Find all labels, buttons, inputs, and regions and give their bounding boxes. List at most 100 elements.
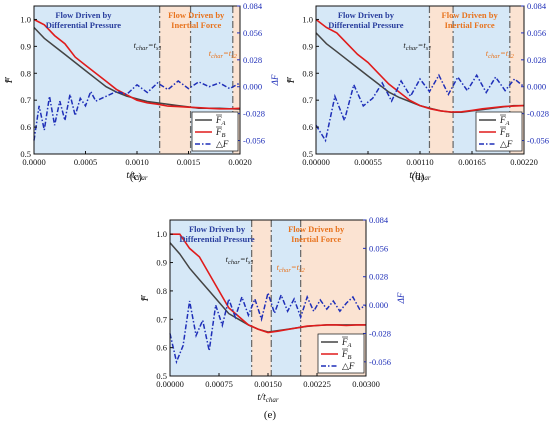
x-tick-label: 0.00110 — [406, 157, 433, 167]
x-tick-label: 0.0015 — [177, 157, 200, 167]
x-tick-label: 0.00225 — [303, 379, 331, 389]
x-tick-label: 0.0020 — [228, 157, 251, 167]
region-label-right-1: Flow Driven by — [288, 224, 345, 234]
y2-tick-label: -0.028 — [527, 109, 549, 119]
y2-axis-label: ΔF — [270, 74, 280, 86]
x-tick-label: 0.0010 — [125, 157, 148, 167]
y-tick-label: 0.8 — [302, 68, 313, 78]
y2-tick-label: -0.028 — [243, 109, 265, 119]
y-axis-label: F — [140, 294, 151, 302]
y-tick-label: 0.8 — [156, 286, 167, 296]
y-axis-label: F — [286, 76, 297, 84]
region-label-left-1: Flow Driven by — [338, 10, 395, 20]
y2-tick-label: 0.028 — [243, 55, 262, 65]
y-axis-label: F — [4, 76, 15, 84]
region-label-left-2: Differential Pressure — [179, 234, 255, 244]
legend-label-dF: △F — [342, 361, 355, 371]
region-inertial-force — [232, 6, 240, 154]
panel-tag: (d) — [412, 171, 425, 183]
series-line-F_B — [33, 18, 241, 110]
y-tick-label: 0.5 — [302, 149, 313, 159]
annotation-t1: tchar=ts1 — [403, 40, 431, 52]
y-tick-label: 1.0 — [156, 229, 167, 239]
y2-tick-label: 0.084 — [527, 1, 547, 11]
y2-tick-label: -0.056 — [243, 136, 265, 146]
y2-tick-label: 0.084 — [243, 1, 263, 11]
annotation-t2: tchar=ts2 — [277, 262, 306, 274]
region-transition — [429, 6, 454, 154]
annotation-t1: tchar=ts1 — [226, 254, 254, 266]
series-line-F_B — [315, 18, 525, 113]
y-tick-label: 0.6 — [20, 122, 31, 132]
legend-label-dF: △F — [500, 139, 513, 149]
y2-tick-label: 0.056 — [369, 243, 388, 253]
y2-tick-label: 0.028 — [527, 55, 546, 65]
y2-tick-label: 0.056 — [243, 28, 262, 38]
y-tick-label: 0.7 — [302, 95, 313, 105]
x-axis-label: t/tchar — [126, 170, 147, 182]
y-tick-label: 0.7 — [156, 314, 167, 324]
region-label-left-1: Flow Driven by — [55, 10, 112, 20]
y2-tick-label: -0.056 — [527, 136, 549, 146]
annotation-t2: tchar=ts2 — [486, 48, 515, 60]
region-label-right-1: Flow Driven by — [442, 10, 499, 20]
y2-tick-label: 0.056 — [527, 28, 546, 38]
y-tick-label: 1.0 — [20, 14, 31, 24]
panel-tag: (c) — [130, 171, 143, 183]
annotation-t2: tchar=ts2 — [209, 48, 238, 60]
y-tick-label: 0.9 — [156, 258, 167, 268]
panel-tag: (e) — [264, 409, 277, 421]
y2-tick-label: 0.084 — [369, 215, 389, 225]
y2-tick-label: -0.056 — [369, 357, 391, 367]
region-label-left-2: Differential Pressure — [328, 20, 404, 30]
x-tick-label: 0.00000 — [302, 157, 330, 167]
y-tick-label: 0.6 — [156, 343, 167, 353]
region-label-right-2: Inertial Force — [291, 234, 341, 244]
legend-label-F_B: FB — [341, 349, 352, 361]
legend-label-F_A: FA — [499, 115, 510, 127]
x-tick-label: 0.00150 — [254, 379, 282, 389]
region-label-left-2: Differential Pressure — [46, 20, 122, 30]
y-tick-label: 0.8 — [20, 68, 31, 78]
legend-label-F_A: FA — [215, 115, 226, 127]
region-label-left-1: Flow Driven by — [189, 224, 246, 234]
legend-label-F_B: FB — [499, 127, 510, 139]
y-tick-label: 0.9 — [302, 41, 313, 51]
y2-tick-label: 0.028 — [369, 272, 388, 282]
x-tick-label: 0.00055 — [354, 157, 382, 167]
x-tick-label: 0.00220 — [510, 157, 538, 167]
x-tick-label: 0.00300 — [352, 379, 380, 389]
region-transition — [159, 6, 191, 154]
region-label-right-2: Inertial Force — [171, 20, 221, 30]
y2-tick-label: 0.000 — [527, 82, 546, 92]
legend-label-F_A: FA — [341, 337, 352, 349]
legend-label-dF: △F — [216, 139, 229, 149]
series-line-dF — [33, 80, 241, 141]
x-axis-label: t/tchar — [257, 392, 278, 404]
series-line-dF — [315, 73, 525, 143]
y-tick-label: 0.7 — [20, 95, 31, 105]
legend-label-F_B: FB — [215, 127, 226, 139]
x-tick-label: 0.00075 — [205, 379, 233, 389]
panel-c: 0.0000 0.0005 0.0010 0.0015 0.0020 0.5 0.6 0.7 0… — [4, 1, 280, 183]
x-tick-label: 0.00165 — [458, 157, 486, 167]
y2-tick-label: -0.028 — [369, 328, 391, 338]
y-tick-label: 0.5 — [156, 371, 167, 381]
y2-axis-label: ΔF — [396, 292, 406, 304]
region-transition — [251, 220, 272, 376]
y-tick-label: 1.0 — [302, 14, 313, 24]
region-label-right-2: Inertial Force — [445, 20, 495, 30]
panel-d: 0.00000 0.00055 0.00110 0.00165 0.00220 0.5 0.… — [286, 1, 549, 183]
annotation-t1: tchar=ts1 — [134, 40, 162, 52]
y-tick-label: 0.5 — [20, 149, 31, 159]
x-tick-label: 0.0000 — [22, 157, 45, 167]
y2-tick-label: 0.000 — [243, 82, 262, 92]
y-tick-label: 0.9 — [20, 41, 31, 51]
region-label-right-1: Flow Driven by — [168, 10, 225, 20]
y-tick-label: 0.6 — [302, 122, 313, 132]
y2-tick-label: 0.000 — [369, 300, 388, 310]
